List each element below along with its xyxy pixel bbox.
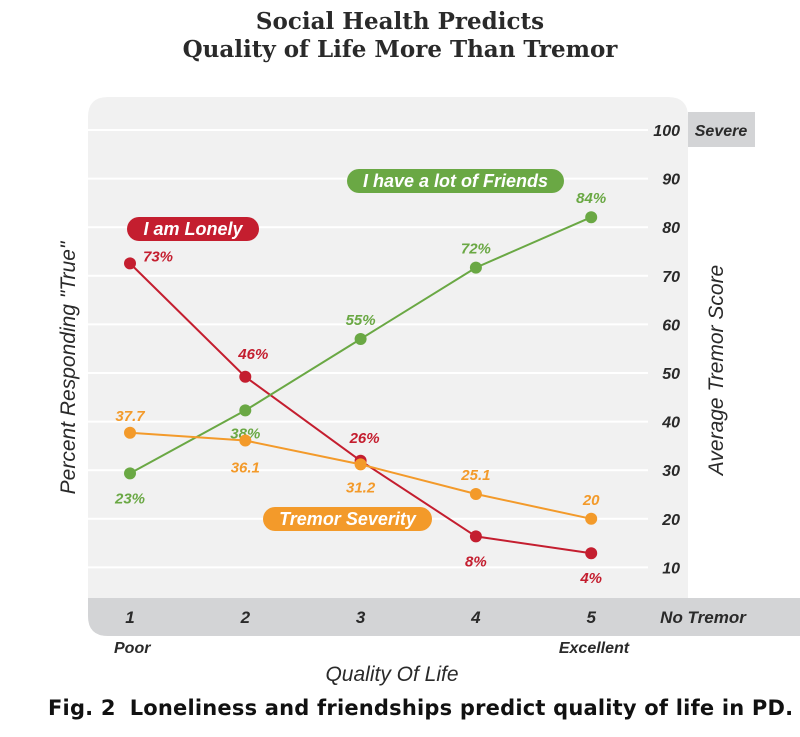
right-axis-tick-label: 50 [662,366,680,383]
x-axis-tick-label: 2 [240,608,251,627]
data-point-i-have-a-lot-of-friends [124,467,136,480]
data-label-i-am-lonely: 26% [349,430,380,447]
x-axis-tick-label: 1 [125,608,134,627]
data-label-tremor-severity: 25.1 [460,467,490,484]
data-point-tremor-severity [585,512,598,525]
data-label-i-have-a-lot-of-friends: 38% [230,425,260,442]
y-axis-left-title: Percent Responding "True" [57,240,80,494]
no-tremor-label: No Tremor [660,608,747,627]
series-i-have-a-lot-of-friends: 23% 38% 55% 72% 84% [114,190,606,507]
legend-label-tremor-severity: Tremor Severity [279,509,417,529]
figure-caption: Fig. 2 Loneliness and friendships predict… [48,696,793,720]
data-point-i-have-a-lot-of-friends [239,404,252,417]
data-label-i-am-lonely: 8% [465,553,487,570]
x-axis-ticks: 1 2 3 4 5 [125,608,596,627]
data-label-i-have-a-lot-of-friends: 72% [461,241,491,258]
x-axis-title: Quality Of Life [325,663,458,686]
chart-canvas: Severe No Tremor 10 20 30 40 50 60 70 80 90 100 1… [57,97,800,686]
data-label-tremor-severity: 37.7 [115,408,145,425]
right-axis-tick-label: 80 [662,220,680,237]
data-label-tremor-severity: 20 [582,492,600,509]
severe-label: Severe [695,123,748,140]
legend-label-i-have-a-lot-of-friends: I have a lot of Friends [363,171,548,191]
right-axis-tick-label: 90 [662,172,680,189]
data-point-i-am-lonely [124,257,136,270]
x-end-label-excellent: Excellent [559,640,630,657]
legend-layer: I am Lonely I have a lot of Friends Tremor… [127,169,564,531]
x-axis-tick-label: 5 [586,608,596,627]
data-label-i-am-lonely: 73% [143,248,173,265]
data-point-tremor-severity [469,488,482,501]
data-label-i-have-a-lot-of-friends: 55% [346,312,376,329]
chart-title-line-2: Quality of Life More Than Tremor [182,36,618,63]
data-label-tremor-severity: 36.1 [231,460,260,477]
data-point-tremor-severity [124,426,136,439]
legend-pill-i-have-a-lot-of-friends [347,169,564,193]
y-axis-right-title: Average Tremor Score [705,265,728,477]
series-tremor-severity: 37.7 36.1 31.2 25.1 20 [115,408,600,525]
data-point-i-have-a-lot-of-friends [354,333,367,345]
figure-caption-text: Loneliness and friendships predict quali… [129,696,794,720]
legend-label-i-am-lonely: I am Lonely [143,219,243,239]
data-point-i-am-lonely [585,547,598,560]
x-axis-tick-label: 4 [470,608,481,627]
right-axis-ticks: 10 20 30 40 50 60 70 80 90 100 [653,123,680,577]
right-axis-tick-label: 10 [662,560,680,577]
data-point-tremor-severity [239,434,252,447]
legend-tremor-severity: Tremor Severity [263,507,432,531]
data-point-i-am-lonely [239,370,252,383]
x-axis-tick-label: 3 [356,608,366,627]
data-label-i-have-a-lot-of-friends: 84% [576,190,606,207]
data-label-i-am-lonely: 46% [237,346,268,363]
data-point-tremor-severity [354,458,367,471]
right-axis-tick-label: 20 [661,512,680,529]
data-label-i-have-a-lot-of-friends: 23% [114,490,145,507]
series-layer: 73% 46% 26% 8% 4% 23% 38% 55% 72% 84% 37.7 36.1 31.2… [114,190,606,587]
chart-title-line-1: Social Health Predicts [255,8,545,35]
right-axis-tick-label: 30 [662,463,680,480]
right-axis-tick-label: 40 [661,415,680,432]
right-axis-tick-label: 100 [653,123,680,140]
legend-i-have-a-lot-of-friends: I have a lot of Friends [347,169,564,193]
legend-pill-tremor-severity [263,507,432,531]
data-label-i-am-lonely: 4% [579,570,602,587]
figure-number: Fig. 2 [48,696,116,720]
data-point-i-have-a-lot-of-friends [469,261,482,274]
x-axis-band [88,598,800,636]
data-point-i-am-lonely [469,530,482,543]
legend-pill-i-am-lonely [127,217,259,241]
x-end-label-poor: Poor [114,640,151,657]
right-axis-tick-label: 60 [662,317,680,334]
legend-i-am-lonely: I am Lonely [127,217,259,241]
data-label-tremor-severity: 31.2 [346,479,376,496]
data-point-i-have-a-lot-of-friends [585,211,598,224]
right-axis-tick-label: 70 [662,269,680,286]
severe-label-box [688,112,755,147]
